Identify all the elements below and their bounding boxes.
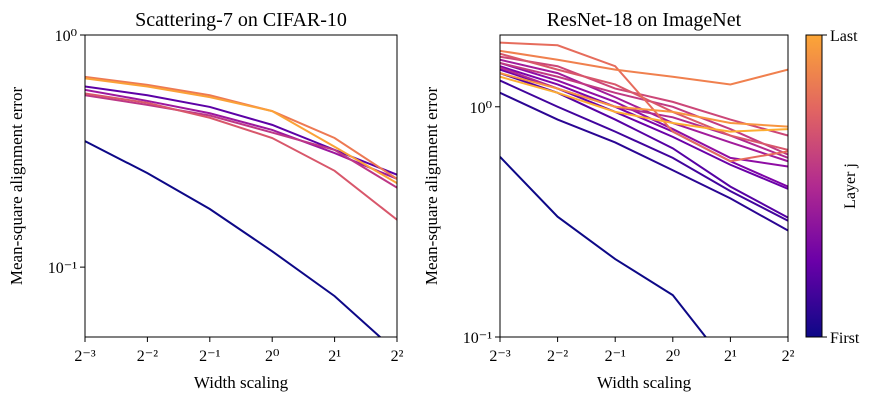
axes-frame xyxy=(499,34,789,338)
series-line xyxy=(500,156,707,337)
y-tick-label: 10⁰ xyxy=(55,28,77,45)
plot-lines xyxy=(85,75,397,337)
series-line xyxy=(500,61,788,168)
x-tick-label: 2² xyxy=(391,348,404,365)
series-line xyxy=(85,85,397,176)
y-tick-label: 10⁻¹ xyxy=(463,330,492,347)
series-line xyxy=(85,88,397,180)
x-tick-label: 2⁻³ xyxy=(74,348,95,365)
x-tick-label: 2⁰ xyxy=(265,348,279,365)
x-axis-label: Width scaling xyxy=(597,373,692,392)
x-tick-label: 2⁻¹ xyxy=(605,348,626,365)
series-line xyxy=(500,91,788,232)
series-line xyxy=(500,79,788,222)
series-line xyxy=(85,140,382,337)
colorbar xyxy=(805,34,823,338)
colorbar-label: Layer j xyxy=(842,163,859,209)
colorbar-high: Last xyxy=(830,28,858,45)
x-tick-label: 2⁰ xyxy=(666,348,680,365)
series-line xyxy=(500,65,788,188)
x-tick-label: 2⁻² xyxy=(547,348,568,365)
series-line xyxy=(500,72,788,128)
chart-title: Scattering-7 on CIFAR-10 xyxy=(135,9,347,31)
y-tick-label: 10⁰ xyxy=(470,100,492,117)
series-line xyxy=(85,92,397,221)
x-tick-label: 2¹ xyxy=(328,348,341,365)
x-tick-label: 2¹ xyxy=(724,348,737,365)
x-tick-label: 2⁻¹ xyxy=(199,348,220,365)
series-line xyxy=(500,55,788,137)
series-line xyxy=(85,94,397,189)
series-line xyxy=(500,41,788,163)
x-axis-label: Width scaling xyxy=(194,373,289,392)
x-tick-label: 2⁻³ xyxy=(489,348,510,365)
chart-title: ResNet-18 on ImageNet xyxy=(547,9,742,31)
colorbar-low: First xyxy=(830,330,860,347)
x-tick-label: 2⁻² xyxy=(137,348,158,365)
y-axis-label: Mean-square alignment error xyxy=(422,87,441,286)
plot-lines xyxy=(500,41,788,337)
series-line xyxy=(500,58,788,163)
y-axis-label: Mean-square alignment error xyxy=(7,87,26,286)
series-line xyxy=(500,49,788,86)
axes-frame xyxy=(84,34,398,338)
series-line xyxy=(85,77,397,185)
y-tick-label: 10⁻¹ xyxy=(48,260,77,277)
x-tick-label: 2² xyxy=(782,348,795,365)
series-line xyxy=(500,75,788,133)
